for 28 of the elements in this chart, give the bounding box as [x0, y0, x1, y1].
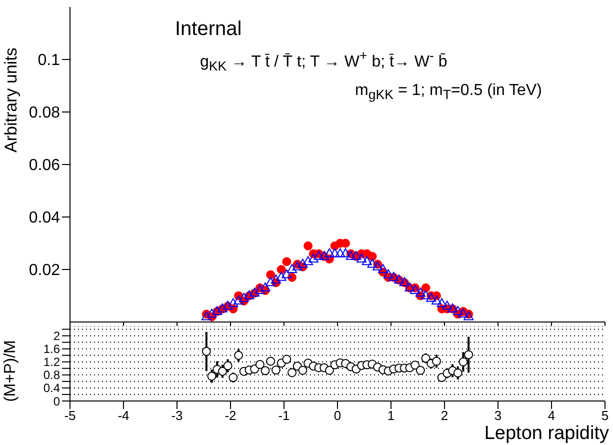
x-axis-title: Lepton rapidity	[484, 423, 609, 445]
y-tick-label: 0.08	[28, 104, 60, 122]
x-tick-label: -5	[64, 408, 76, 424]
x-tick-label: 1	[387, 408, 395, 424]
x-tick-label: 5	[601, 408, 609, 424]
y-tick-label: 0.06	[28, 157, 60, 174]
annotation: m$_{gKK}$ = 1; m$_{T}$=0.5 (in TeV)	[355, 82, 542, 102]
x-tick-label: -4	[118, 408, 130, 424]
y-tick-label: 1.6	[43, 342, 60, 356]
y-tick-label: 1.2	[43, 355, 60, 370]
y-tick-label: 0.04	[28, 210, 60, 227]
y-tick-label: 0.02	[28, 262, 60, 280]
y-tick-label: 0	[53, 394, 60, 408]
y-axis-title: (M+P)/M	[2, 340, 20, 402]
y-tick-label: 0.8	[43, 368, 60, 382]
y-tick-label: 2	[53, 329, 60, 344]
x-tick-label: 4	[548, 408, 556, 424]
annotation: g$_{KK}$ → T t̄ / T̄ t; T → W$^{+}$ b; t̄→ W$^{-}$ b̄	[200, 48, 448, 74]
annotation: Internal	[175, 18, 242, 41]
y-tick-label: 0.1	[38, 52, 60, 70]
x-tick-label: -1	[278, 408, 290, 424]
x-tick-label: 3	[494, 408, 502, 424]
x-tick-label: -2	[224, 408, 236, 424]
x-tick-label: -3	[171, 408, 183, 424]
y-axis-title: Arbitrary units	[1, 48, 21, 152]
x-tick-label: 0	[334, 408, 342, 424]
x-tick-label: 2	[440, 408, 448, 424]
y-tick-label: 0.4	[43, 381, 60, 396]
